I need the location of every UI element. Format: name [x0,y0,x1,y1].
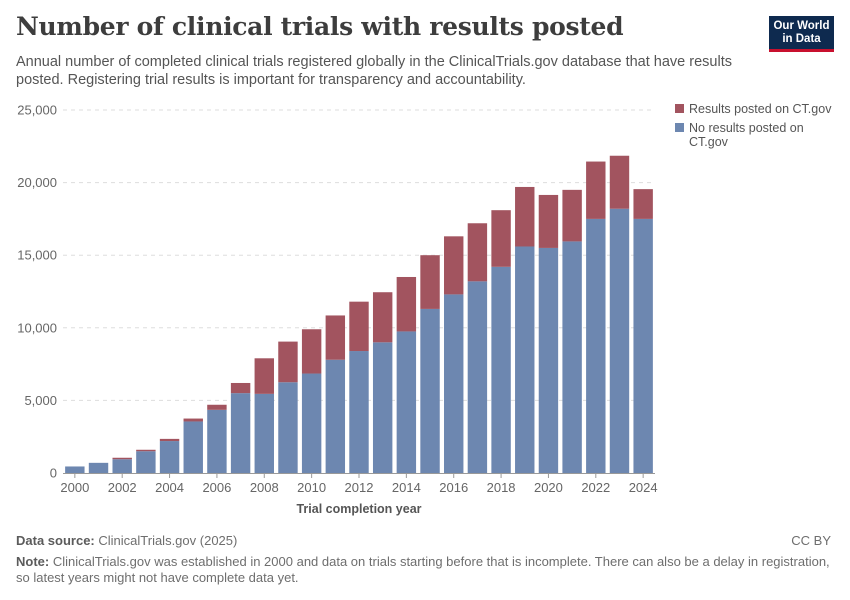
x-axis-label: Trial completion year [296,502,421,516]
x-tick-label: 2020 [534,480,563,495]
bar [278,382,298,473]
bar [515,246,535,473]
bar [372,342,393,473]
bar [183,421,203,473]
bar [136,451,156,473]
x-tick-label: 2016 [439,480,468,495]
y-tick-label: 20,000 [17,175,57,190]
bar [444,236,464,295]
x-tick-label: 2004 [155,480,184,495]
bar [88,462,109,473]
bar [396,276,417,332]
license-link[interactable]: CC BY [791,533,831,548]
chart-subtitle: Annual number of completed clinical tria… [16,54,732,88]
bar [230,382,251,394]
bar [467,223,488,282]
bar [444,294,464,473]
bar [586,218,606,473]
x-tick-label: 2008 [250,480,279,495]
bar [609,208,630,473]
bar [254,393,274,473]
y-tick-label: 5,000 [24,393,57,408]
bar [207,404,227,410]
bar [633,189,653,219]
x-tick-label: 2018 [487,480,516,495]
note-text: ClinicalTrials.gov was established in 20… [16,554,830,585]
bar [515,186,535,247]
bar [372,292,393,343]
bar [396,331,417,473]
bar [609,155,630,209]
bar [254,358,274,394]
bar [349,301,369,352]
bar [159,438,180,442]
x-tick-label: 2010 [297,480,326,495]
data-source: Data source: ClinicalTrials.gov (2025) [16,533,237,549]
bar [301,373,322,473]
bar [586,161,606,219]
x-tick-label: 2022 [581,480,610,495]
x-tick-label: 2012 [345,480,374,495]
legend-swatch-no-results [675,123,684,132]
bar [420,308,440,473]
bar [65,466,85,473]
bar [562,241,582,473]
x-tick-label: 2000 [60,480,89,495]
bar [538,247,559,473]
data-source-link[interactable]: ClinicalTrials.gov (2025) [98,533,238,548]
legend-label-results: Results posted on CT.gov [689,102,832,116]
bar [278,341,298,383]
note-label: Note: [16,554,50,569]
y-tick-label: 25,000 [17,103,57,118]
bar [159,441,180,473]
bar [633,218,653,473]
x-tick-label: 2014 [392,480,421,495]
legend-label-no-results: No results posted on CT.gov [689,121,804,149]
bar [183,418,203,422]
bar [207,409,227,473]
bar [491,266,511,473]
bar [349,351,369,473]
x-tick-label: 2002 [108,480,137,495]
chart-note: Note: ClinicalTrials.gov was established… [16,554,831,586]
y-tick-label: 10,000 [17,320,57,335]
bar [112,459,132,473]
bar [420,255,440,309]
bar [325,315,346,360]
data-source-label: Data source: [16,533,95,548]
bar [562,189,582,242]
bar [112,457,132,460]
bar [538,194,559,248]
bar [230,393,251,473]
bar [136,449,156,452]
bar [325,359,346,473]
bar [301,329,322,374]
x-tick-label: 2024 [629,480,658,495]
legend-swatch-results [675,104,684,113]
bar [491,210,511,267]
chart-title: Number of clinical trials with results p… [16,12,624,41]
x-tick-label: 2006 [202,480,231,495]
logo-line-2: in Data [782,33,821,45]
bar [467,281,488,473]
logo-line-1: Our World [773,20,830,32]
owid-logo[interactable]: Our World in Data [769,16,834,52]
y-tick-label: 15,000 [17,248,57,263]
y-tick-label: 0 [50,466,57,481]
